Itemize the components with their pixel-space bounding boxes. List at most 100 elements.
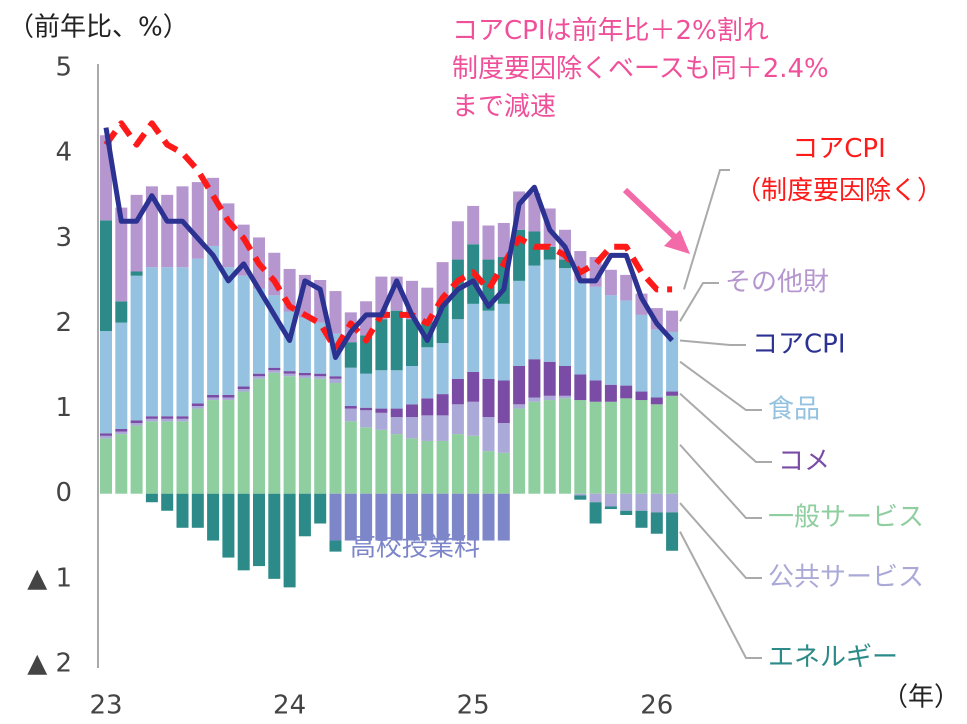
leader-line [683, 169, 730, 290]
bar-segment [237, 391, 250, 494]
bar-segment [207, 245, 220, 395]
bar-segment [589, 380, 602, 402]
bar-segment [666, 493, 679, 513]
bar-segment [451, 434, 464, 494]
bar-segment [115, 322, 128, 430]
bar-segment [314, 378, 327, 494]
bar-segment [574, 374, 587, 401]
bar-segment [589, 502, 602, 524]
bar-segment [222, 203, 235, 268]
x-tick-label: 25 [457, 691, 490, 721]
bar-segment [222, 493, 235, 558]
bar-segment [253, 376, 265, 379]
bar-segment [406, 366, 418, 405]
bar-segment [620, 300, 633, 386]
legend-label: コアCPI （制度要因除く） [735, 134, 944, 206]
bar-segment [497, 423, 510, 453]
bar-segment [314, 322, 327, 374]
bar-segment [620, 398, 633, 494]
bar-segment [314, 493, 327, 524]
bar-segment [543, 395, 556, 401]
bar-segment [375, 493, 388, 541]
bar-segment [253, 378, 265, 494]
bar-segment [650, 329, 663, 398]
bar-segment [360, 407, 373, 411]
legend-label: 公共サービス [768, 563, 924, 593]
bar-segment [360, 373, 373, 408]
bar-segment [528, 397, 541, 402]
bar-segment [467, 401, 480, 436]
bar-segment [574, 280, 587, 375]
bar-segment [650, 512, 663, 534]
y-tick-label: 4 [55, 138, 72, 168]
bar-segment [130, 420, 143, 424]
bar-segment [666, 331, 679, 392]
bar-segment [467, 435, 480, 494]
bar-segment [635, 391, 648, 401]
bar-segment [604, 493, 617, 507]
bar-segment [467, 493, 480, 541]
y-tick-label: 0 [55, 478, 72, 508]
bar-segment [421, 347, 434, 399]
bar-segment [298, 377, 311, 494]
bar-segment [283, 376, 296, 494]
bar-segment [100, 433, 112, 436]
bar-segment [145, 267, 158, 417]
bar-segment [237, 493, 250, 571]
bar-segment [574, 493, 587, 496]
bar-segment [650, 397, 663, 405]
bar-segment [528, 401, 541, 494]
bar-segment [145, 418, 158, 422]
bar-segment [100, 331, 112, 434]
bar-segment [176, 416, 189, 419]
bar-segment [268, 372, 281, 494]
bar-segment [451, 378, 464, 405]
bar-segment [604, 401, 617, 494]
bar-segment [528, 359, 541, 398]
bar-segment [497, 303, 510, 381]
bar-segment [620, 274, 633, 301]
bar-segment [451, 493, 464, 541]
bar-segment [145, 421, 158, 494]
bar-segment [390, 408, 403, 418]
bar-segment [543, 259, 556, 362]
bar-segment [253, 373, 265, 377]
bar-segment [589, 493, 602, 503]
bar-segment [390, 310, 403, 371]
line-series [103, 120, 673, 352]
bar-segment [176, 267, 189, 417]
x-tick-label: 23 [89, 691, 122, 721]
arrow-head [664, 230, 690, 254]
bar-segment [482, 493, 495, 541]
bar-segment [666, 395, 679, 494]
bar-segment [451, 404, 464, 435]
bar-segment [390, 434, 403, 494]
bar-segment [406, 319, 418, 366]
bar-segment [559, 398, 571, 494]
bar-segment [237, 388, 250, 392]
bar-segment [360, 493, 373, 541]
bar-segment [207, 177, 220, 246]
bar-segment [207, 493, 220, 541]
bar-segment [176, 418, 189, 422]
bar-segment [375, 429, 388, 494]
bar-segment [283, 373, 296, 377]
arrow-shaft [622, 187, 683, 245]
bar-segment [344, 408, 357, 422]
bar-segment [436, 415, 449, 441]
bar-segment [161, 194, 174, 268]
bar-segment [421, 415, 434, 441]
bar-segment [620, 493, 633, 511]
x-tick-label: 24 [273, 691, 306, 721]
bar-segment [482, 310, 495, 379]
bar-segment [161, 267, 174, 417]
bar-segment [650, 404, 663, 494]
bar-segment [344, 421, 357, 494]
bar-segment [482, 378, 495, 418]
bar-segment [191, 258, 204, 404]
bar-segment [191, 408, 204, 494]
legend-label: その他財 [725, 268, 829, 298]
leader-line [679, 444, 762, 519]
